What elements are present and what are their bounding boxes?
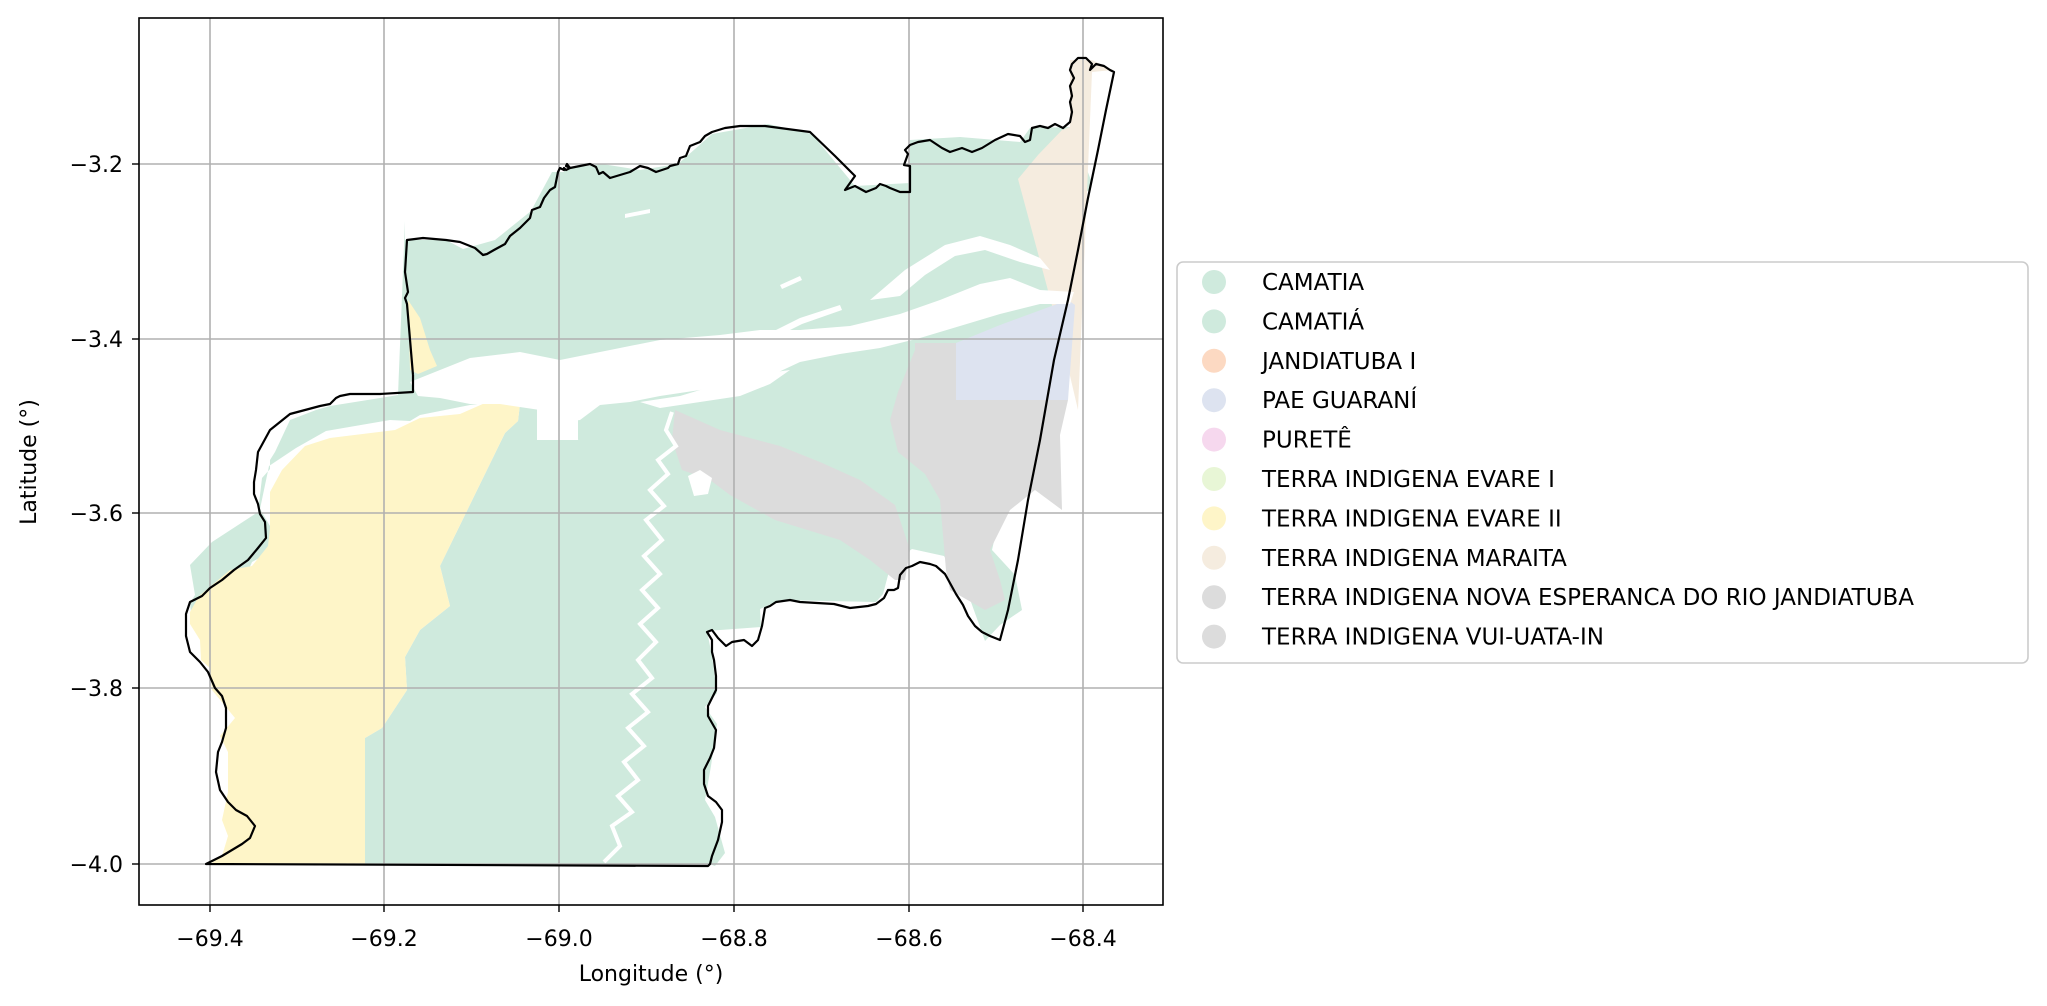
region-nova-esperanca (672, 410, 910, 580)
y-axis: −3.2 −3.4 −3.6 −3.8 −4.0 Latitude (°) (17, 153, 139, 878)
region-pae-guarani (956, 300, 1075, 402)
legend-item: CAMATIA (1202, 270, 1364, 296)
x-tick-label: −68.8 (700, 927, 767, 952)
legend-label: TERRA INDIGENA EVARE I (1261, 467, 1555, 493)
legend-item: CAMATIÁ (1202, 307, 1364, 335)
legend-swatch (1202, 427, 1226, 452)
legend-frame (1176, 261, 2029, 664)
region-camatia (190, 124, 1091, 866)
legend-swatch (1202, 388, 1226, 413)
legend-label: JANDIATUBA I (1260, 349, 1416, 375)
x-tick-label: −69.4 (176, 927, 243, 952)
x-tick-label: −69.0 (525, 927, 592, 952)
legend-label: TERRA INDIGENA VUI-UATA-IN (1261, 625, 1604, 651)
legend-swatch (1202, 624, 1226, 649)
map-plot-area (138, 17, 1164, 906)
legend-label: PAE GUARANÍ (1262, 386, 1417, 414)
river-lake-2 (640, 356, 690, 380)
legend-item: TERRA INDIGENA VUI-UATA-IN (1202, 624, 1604, 651)
plot-frame (138, 17, 1164, 906)
legend-item: TERRA INDIGENA MARAITA (1202, 545, 1567, 572)
x-tick-label: −68.4 (1049, 927, 1116, 952)
y-tick-label: −3.6 (70, 502, 123, 527)
region-evare-ii (190, 403, 520, 864)
river-lake-1 (537, 399, 578, 440)
y-tick-label: −3.4 (70, 328, 123, 353)
region-vui-uata-in (890, 343, 1068, 610)
legend-label: TERRA INDIGENA NOVA ESPERANCA DO RIO JAN… (1261, 585, 1914, 611)
river-channel-3 (760, 305, 842, 344)
legend-swatch (1202, 585, 1226, 610)
x-axis: −69.4 −69.2 −69.0 −68.8 −68.6 −68.4 Long… (176, 905, 1117, 987)
river-channel-2 (780, 276, 802, 289)
y-tick-label: −4.0 (70, 853, 123, 878)
river-lake-3 (688, 470, 712, 496)
river-channel-1 (625, 209, 650, 218)
y-tick-label: −3.8 (70, 677, 123, 702)
legend-swatch (1202, 309, 1226, 334)
legend-label: CAMATIA (1262, 270, 1364, 296)
region-evare-ii-patch (408, 300, 437, 374)
legend-label: PURETÊ (1262, 426, 1352, 454)
x-axis-label: Longitude (°) (579, 962, 724, 987)
river-upper-branch (870, 236, 1050, 300)
legend-swatch (1202, 467, 1226, 491)
legend-item: TERRA INDIGENA EVARE II (1202, 506, 1562, 532)
legend-swatch (1202, 506, 1226, 531)
legend-entries: CAMATIA CAMATIÁ JANDIATUBA I PAE GUARANÍ PUR… (1202, 270, 1914, 651)
x-tick-label: −69.2 (350, 927, 417, 952)
legend-item: TERRA INDIGENA NOVA ESPERANCA DO RIO JAN… (1202, 585, 1914, 611)
legend-label: TERRA INDIGENA EVARE II (1261, 506, 1562, 532)
y-tick-label: −3.2 (70, 153, 123, 178)
legend-label: CAMATIÁ (1262, 307, 1364, 335)
legend-swatch (1202, 545, 1226, 570)
legend-label: TERRA INDIGENA MARAITA (1261, 546, 1567, 572)
x-tick-label: −68.6 (875, 927, 942, 952)
legend-item: PAE GUARANÍ (1202, 386, 1417, 414)
river-lower-branch (640, 370, 790, 408)
legend-swatch (1202, 270, 1226, 294)
river-tributary (602, 411, 679, 864)
municipality-boundary (184, 56, 1116, 868)
map-legend: CAMATIA CAMATIÁ JANDIATUBA I PAE GUARANÍ PUR… (1176, 261, 2029, 664)
legend-item: TERRA INDIGENA EVARE I (1202, 467, 1555, 493)
legend-item: PURETÊ (1202, 426, 1352, 454)
legend-item: JANDIATUBA I (1202, 348, 1416, 375)
legend-swatch (1202, 348, 1226, 373)
y-axis-label: Latitude (°) (17, 399, 42, 525)
region-maraita (1018, 60, 1113, 410)
map-regions (190, 60, 1113, 866)
